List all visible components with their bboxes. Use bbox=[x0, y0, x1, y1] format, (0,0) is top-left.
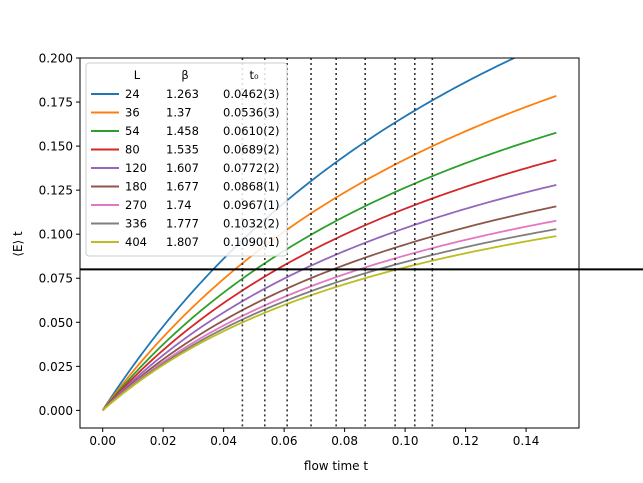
legend-t0-80: 0.0689(2) bbox=[223, 143, 280, 157]
legend-beta-270: 1.74 bbox=[166, 198, 192, 212]
y-tick-label-2: 0.050 bbox=[39, 316, 73, 330]
y-tick-label-4: 0.100 bbox=[39, 228, 73, 242]
axes: 0.00 0.02 0.04 0.06 0.08 0.10 0.12 0.14 0.000 0.0… bbox=[39, 52, 580, 448]
legend-beta-24: 1.263 bbox=[166, 87, 199, 101]
legend-L-36: 36 bbox=[125, 106, 140, 120]
series-line-36 bbox=[101, 95, 557, 411]
legend-t0-120: 0.0772(2) bbox=[223, 161, 280, 175]
legend-L-24: 24 bbox=[125, 87, 140, 101]
series-line-24 bbox=[101, 58, 517, 411]
legend-L-80: 80 bbox=[125, 143, 140, 157]
y-tick-label-1: 0.025 bbox=[39, 360, 73, 374]
legend-L-404: 404 bbox=[125, 235, 147, 249]
y-tick-label-7: 0.175 bbox=[39, 96, 73, 110]
x-tick-label-6: 0.12 bbox=[452, 434, 479, 448]
x-tick-label-5: 0.10 bbox=[392, 434, 419, 448]
series-line-80 bbox=[102, 158, 557, 411]
series-line-270 bbox=[102, 219, 557, 412]
legend-L-270: 270 bbox=[125, 198, 147, 212]
legend-beta-336: 1.777 bbox=[166, 217, 199, 231]
legend-L-54: 54 bbox=[125, 124, 140, 138]
series-line-404 bbox=[102, 235, 557, 412]
y-tick-label-3: 0.075 bbox=[39, 272, 73, 286]
x-tick-label-2: 0.04 bbox=[210, 434, 237, 448]
x-tick-label-7: 0.14 bbox=[513, 434, 540, 448]
legend-header-t0: t₀ bbox=[249, 68, 259, 82]
y-axis-label: ⟨E⟩ t bbox=[11, 231, 25, 257]
legend-L-120: 120 bbox=[125, 161, 147, 175]
legend-t0-180: 0.0868(1) bbox=[223, 180, 280, 194]
series-line-120 bbox=[102, 184, 557, 412]
legend-t0-404: 0.1090(1) bbox=[223, 235, 280, 249]
legend-L-180: 180 bbox=[125, 180, 147, 194]
legend-beta-180: 1.677 bbox=[166, 180, 199, 194]
series-line-336 bbox=[102, 228, 557, 412]
legend-header-L: L bbox=[134, 68, 141, 82]
legend-t0-270: 0.0967(1) bbox=[223, 198, 280, 212]
x-tick-label-4: 0.08 bbox=[331, 434, 358, 448]
legend-beta-404: 1.807 bbox=[166, 235, 199, 249]
legend-t0-54: 0.0610(2) bbox=[223, 124, 280, 138]
y-tick-label-0: 0.000 bbox=[39, 404, 73, 418]
x-tick-label-1: 0.02 bbox=[150, 434, 177, 448]
series-line-180 bbox=[102, 205, 557, 412]
series-line-54 bbox=[101, 131, 557, 411]
legend-header-beta: β bbox=[181, 68, 188, 82]
legend-box bbox=[85, 62, 288, 257]
legend-t0-24: 0.0462(3) bbox=[223, 87, 280, 101]
y-tick-label-5: 0.125 bbox=[39, 184, 73, 198]
x-axis-label: flow time t bbox=[304, 459, 368, 473]
x-tick-label-0: 0.00 bbox=[89, 434, 116, 448]
legend-beta-80: 1.535 bbox=[166, 143, 199, 157]
legend-t0-336: 0.1032(2) bbox=[223, 217, 280, 231]
legend-beta-120: 1.607 bbox=[166, 161, 199, 175]
x-tick-label-3: 0.06 bbox=[271, 434, 298, 448]
axes-frame bbox=[79, 57, 580, 429]
legend-beta-54: 1.458 bbox=[166, 124, 199, 138]
y-tick-label-8: 0.200 bbox=[39, 52, 73, 66]
y-tick-label-6: 0.150 bbox=[39, 140, 73, 154]
legend-t0-36: 0.0536(3) bbox=[223, 106, 280, 120]
legend-beta-36: 1.37 bbox=[166, 106, 192, 120]
legend-L-336: 336 bbox=[125, 217, 147, 231]
